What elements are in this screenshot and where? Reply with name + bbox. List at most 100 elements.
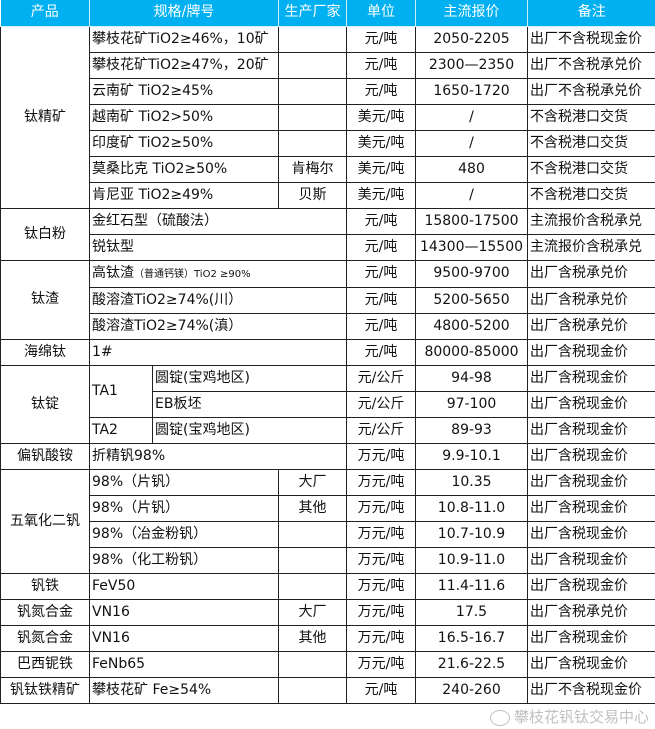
maker-cell: [278, 25, 347, 53]
note-cell: 出厂含税现金价: [527, 572, 655, 600]
unit-cell: 元/吨: [346, 207, 416, 235]
price-cell: /: [415, 129, 528, 157]
unit-cell: 元/吨: [346, 25, 416, 53]
note-cell: 出厂含税承兑价: [527, 312, 655, 340]
note-cell: 出厂含税现金价: [527, 546, 655, 574]
note-cell: 出厂含税现金价: [527, 390, 655, 418]
price-cell: 480: [415, 155, 528, 183]
unit-cell: 美元/吨: [346, 181, 416, 209]
table-row: 巴西铌铁 FeNb65 万元/吨 21.6-22.5 出厂含税现金价: [0, 650, 655, 678]
spec-cell: 锐钛型: [89, 233, 347, 261]
maker-cell: [278, 520, 347, 548]
header-spec: 规格/牌号: [89, 0, 279, 27]
note-cell: 出厂含税现金价: [527, 494, 655, 522]
spec-cell: 攀枝花矿TiO2≥46%，10矿: [89, 25, 279, 53]
spec-main: 高钛渣: [92, 264, 134, 281]
price-cell: 21.6-22.5: [415, 650, 528, 678]
table-row: 酸溶渣TiO2≥74%(滇） 元/吨 4800-5200 出厂含税承兑价: [1, 312, 655, 340]
note-cell: 出厂不含税现金价: [527, 676, 655, 704]
note-cell: 出厂含税承兑价: [527, 259, 655, 288]
spec-cell: 98%（片钒）: [89, 494, 279, 522]
spec-detail: （普通钙镁）TiO2 ≥90%: [134, 268, 251, 280]
product-cell: 钒氮合金: [0, 624, 90, 652]
spec-cell: 折精钒98%: [89, 442, 347, 470]
unit-cell: 元/公斤: [346, 416, 416, 444]
table-row: 莫桑比克 TiO2≥50% 肯梅尔 美元/吨 480 不含税港口交货: [1, 155, 655, 183]
note-cell: 出厂含税现金价: [527, 520, 655, 548]
spec-cell: 莫桑比克 TiO2≥50%: [89, 155, 279, 183]
header-note: 备注: [527, 0, 655, 27]
note-cell: 出厂不含税现金价: [527, 25, 655, 53]
product-cell: 钒铁: [0, 572, 90, 600]
price-cell: 11.4-11.6: [415, 572, 528, 600]
maker-cell: [278, 51, 347, 79]
table-row: 锐钛型 元/吨 14300—15500 主流报价含税承兑: [1, 233, 655, 261]
product-cell: 钛渣: [0, 259, 90, 340]
unit-cell: 元/公斤: [346, 390, 416, 418]
unit-cell: 万元/吨: [346, 650, 416, 678]
note-cell: 出厂不含税承兑价: [527, 51, 655, 79]
spec-cell: VN16: [89, 598, 279, 626]
unit-cell: 美元/吨: [346, 129, 416, 157]
spec-cell: 圆锭(宝鸡地区): [152, 364, 347, 392]
maker-cell: 其他: [278, 494, 347, 522]
table-row: 98%（化工粉钒） 万元/吨 10.9-11.0 出厂含税现金价: [1, 546, 655, 574]
note-cell: 出厂含税现金价: [527, 364, 655, 392]
maker-cell: [278, 572, 347, 600]
maker-cell: 贝斯: [278, 181, 347, 209]
note-cell: 出厂含税现金价: [527, 624, 655, 652]
header-unit: 单位: [346, 0, 416, 27]
unit-cell: 万元/吨: [346, 442, 416, 470]
table-row: 钛白粉 金红石型（硫酸法） 元/吨 15800-17500 主流报价含税承兑: [0, 207, 655, 261]
spec-cell: 酸溶渣TiO2≥74%(川）: [89, 286, 347, 314]
maker-cell: [278, 650, 347, 678]
spec-cell: 攀枝花矿 Fe≥54%: [89, 676, 279, 704]
grade-cell: TA2: [89, 416, 153, 444]
unit-cell: 美元/吨: [346, 103, 416, 131]
note-cell: 出厂含税承兑价: [527, 598, 655, 626]
spec-cell: EB板坯: [152, 390, 347, 418]
price-cell: /: [415, 103, 528, 131]
table-row: 钒铁 FeV50 万元/吨 11.4-11.6 出厂含税现金价: [0, 572, 655, 600]
spec-cell: 1#: [89, 338, 347, 366]
maker-cell: [278, 676, 347, 704]
spec-cell: 攀枝花矿TiO2≥47%，20矿: [89, 51, 279, 79]
price-cell: 94-98: [415, 364, 528, 392]
spec-cell: 98%（冶金粉钒）: [89, 520, 279, 548]
table-row: 钒氮合金 VN16 其他 万元/吨 16.5-16.7 出厂含税现金价: [0, 624, 655, 652]
spec-cell: 印度矿 TiO2≥50%: [89, 129, 279, 157]
product-cell: 五氧化二钒: [0, 468, 90, 574]
table-row: 五氧化二钒 98%（片钒） 大厂 万元/吨 10.35 出厂含税现金价: [0, 468, 655, 574]
maker-cell: [278, 103, 347, 131]
unit-cell: 万元/吨: [346, 624, 416, 652]
price-cell: 9.9-10.1: [415, 442, 528, 470]
spec-cell: 酸溶渣TiO2≥74%(滇）: [89, 312, 347, 340]
price-cell: 10.9-11.0: [415, 546, 528, 574]
maker-cell: [278, 129, 347, 157]
note-cell: 出厂含税现金价: [527, 442, 655, 470]
wechat-icon: [489, 709, 510, 726]
spec-cell: VN16: [89, 624, 279, 652]
watermark: 攀枝花钒钛交易中心: [489, 707, 649, 727]
header-maker: 生产厂家: [278, 0, 347, 27]
grade-cell: TA1: [89, 364, 153, 418]
price-cell: 240-260: [415, 676, 528, 704]
unit-cell: 万元/吨: [346, 546, 416, 574]
product-cell: 钛锭: [0, 364, 90, 444]
price-cell: 17.5: [415, 598, 528, 626]
price-cell: 4800-5200: [415, 312, 528, 340]
unit-cell: 元/吨: [346, 233, 416, 261]
product-cell: 巴西铌铁: [0, 650, 90, 678]
maker-cell: 肯梅尔: [278, 155, 347, 183]
note-cell: 出厂含税现金价: [527, 650, 655, 678]
maker-cell: 其他: [278, 624, 347, 652]
header-product: 产品: [0, 0, 90, 27]
price-cell: 9500-9700: [415, 259, 528, 288]
product-cell: 钒钛铁精矿: [0, 676, 90, 704]
price-cell: 10.7-10.9: [415, 520, 528, 548]
unit-cell: 元/吨: [346, 676, 416, 704]
unit-cell: 美元/吨: [346, 155, 416, 183]
table-row: TA2 圆锭(宝鸡地区) 元/公斤 89-93 出厂含税现金价: [1, 416, 655, 444]
spec-cell: 圆锭(宝鸡地区): [152, 416, 347, 444]
note-cell: 出厂含税承兑价: [527, 286, 655, 314]
